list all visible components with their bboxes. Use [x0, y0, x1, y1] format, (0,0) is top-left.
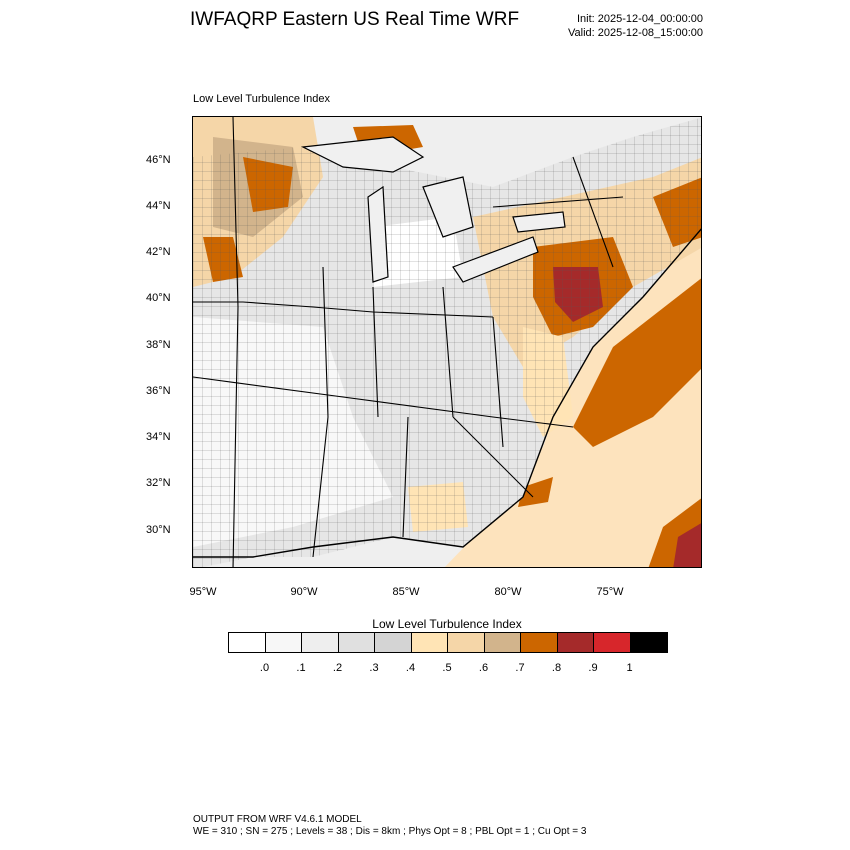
model-footer: OUTPUT FROM WRF V4.6.1 MODEL WE = 310 ; …: [193, 814, 586, 838]
ocean-region: [444, 248, 701, 567]
init-time-label: Init: 2025-12-04_00:00:00: [577, 13, 703, 25]
colorbar-box-0: [229, 633, 266, 652]
lat-label-44: 44°N: [146, 200, 171, 212]
main-title: IWFAQRP Eastern US Real Time WRF: [190, 9, 520, 30]
colorbar-title: Low Level Turbulence Index: [372, 617, 522, 631]
lat-label-42: 42°N: [146, 246, 171, 258]
colorbar-label-7: .7: [515, 662, 525, 674]
colorbar-box-2: [302, 633, 339, 652]
lake-erie: [452, 236, 539, 283]
colorbar-box-11: [630, 633, 667, 652]
lon-label-75w: 75°W: [596, 586, 624, 598]
lon-label-90w: 90°W: [290, 586, 318, 598]
colorbar-label-3: .3: [369, 662, 379, 674]
colorbar-box-5: [411, 633, 448, 652]
lon-label-95w: 95°W: [189, 586, 217, 598]
coastline: [193, 228, 701, 558]
colorbar-box-4: [375, 633, 412, 652]
ocean-high-turbulence: [573, 278, 701, 447]
colorbar-label-10: 1: [626, 662, 633, 674]
colorbar-box-7: [484, 633, 521, 652]
colorbar-box-8: [521, 633, 558, 652]
lat-label-36: 36°N: [146, 385, 171, 397]
colorbar-label-1: .1: [296, 662, 306, 674]
colorbar-label-8: .8: [551, 662, 562, 674]
map-panel: [192, 116, 702, 568]
lon-label-85w: 85°W: [392, 586, 420, 598]
valid-time-label: Valid: 2025-12-08_15:00:00: [568, 27, 703, 39]
colorbar-box-10: [594, 633, 631, 652]
lat-label-46: 46°N: [146, 154, 171, 166]
lat-label-40: 40°N: [146, 292, 171, 304]
colorbar-box-3: [338, 633, 375, 652]
colorbar-label-4: .4: [405, 662, 416, 674]
footer-line-1: OUTPUT FROM WRF V4.6.1 MODEL: [193, 814, 362, 825]
lake-huron: [422, 176, 474, 238]
lat-label-34: 34°N: [146, 431, 171, 443]
colorbar-label-9: .9: [588, 662, 598, 674]
lat-label-38: 38°N: [146, 339, 171, 351]
lon-label-80w: 80°W: [494, 586, 522, 598]
lake-superior: [300, 136, 425, 173]
state-borders: [193, 117, 624, 567]
colorbar-box-1: [265, 633, 302, 652]
colorbar-box-9: [557, 633, 594, 652]
plot-subtitle: Low Level Turbulence Index: [193, 93, 330, 105]
colorbar-label-0: .0: [259, 662, 270, 674]
footer-line-2: WE = 310 ; SN = 275 ; Levels = 38 ; Dis …: [193, 826, 587, 837]
colorbar-label-6: .6: [478, 662, 489, 674]
turbulence-map: [193, 117, 701, 567]
colorbar-label-2: .2: [332, 662, 343, 674]
lat-label-32: 32°N: [146, 477, 171, 489]
colorbar-label-5: .5: [442, 662, 452, 674]
colorbar: [228, 632, 668, 653]
colorbar-box-6: [448, 633, 485, 652]
lat-label-30: 30°N: [146, 524, 171, 536]
lake-michigan: [367, 185, 389, 283]
lake-ontario: [512, 211, 566, 233]
